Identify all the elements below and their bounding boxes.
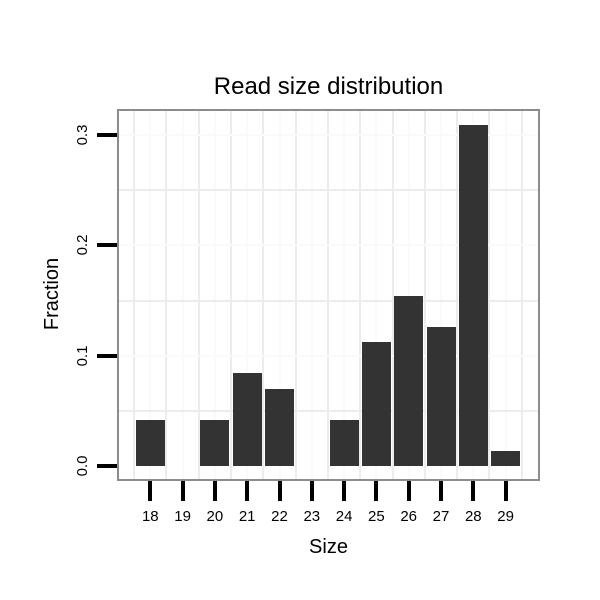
y-tick-label: 0.0	[74, 455, 91, 477]
x-tick-label: 20	[206, 508, 224, 525]
x-tick-mark	[439, 481, 443, 501]
x-tick-label: 28	[464, 508, 482, 525]
gridline-vertical-major	[310, 111, 313, 479]
gridline-vertical-minor	[488, 111, 491, 479]
gridline-vertical-major	[504, 111, 507, 479]
x-tick-label: 21	[238, 508, 256, 525]
x-tick-label: 23	[303, 508, 321, 525]
y-tick-mark	[97, 353, 117, 358]
bar-24	[329, 419, 359, 466]
gridline-vertical-major	[213, 111, 216, 479]
gridline-vertical-minor	[359, 111, 362, 479]
bar-25	[361, 342, 391, 466]
x-tick-mark	[503, 481, 508, 501]
x-tick-label: 25	[368, 508, 385, 525]
bar-28	[458, 125, 488, 466]
gridline-vertical-minor	[326, 111, 329, 479]
gridline-vertical-minor	[165, 111, 168, 479]
y-tick-label: 0.3	[74, 124, 91, 146]
x-tick-label: 29	[497, 508, 514, 525]
gridline-horizontal-minor	[119, 409, 538, 412]
y-tick-mark	[97, 133, 117, 138]
gridline-vertical-minor	[262, 111, 265, 479]
y-tick-mark	[97, 464, 117, 468]
gridline-vertical-major	[407, 111, 410, 479]
gridline-vertical-major	[181, 111, 184, 479]
x-tick-mark	[406, 481, 411, 501]
gridline-horizontal-minor	[119, 189, 538, 192]
bar-22	[265, 388, 294, 466]
gridline-vertical-major	[343, 111, 346, 479]
gridline-horizontal-major	[119, 134, 538, 137]
x-tick-mark	[180, 481, 185, 501]
x-tick-mark	[277, 481, 282, 501]
x-tick-mark	[342, 481, 347, 501]
bar-18	[135, 419, 165, 466]
x-tick-label: 22	[271, 508, 288, 525]
gridline-vertical-minor	[230, 111, 233, 479]
gridline-vertical-major	[440, 111, 442, 479]
gridline-horizontal-minor	[119, 299, 538, 302]
x-tick-label: 19	[174, 508, 191, 525]
gridline-vertical-minor	[520, 111, 523, 479]
bar-29	[491, 450, 521, 466]
gridline-vertical-minor	[423, 111, 426, 479]
gridline-vertical-major	[149, 111, 152, 479]
plot-panel	[117, 109, 540, 481]
x-tick-mark	[471, 481, 476, 501]
x-axis-title: Size	[309, 536, 348, 558]
y-tick-mark	[97, 243, 117, 248]
gridline-vertical-minor	[294, 111, 297, 479]
gridline-vertical-minor	[456, 111, 459, 479]
bar-26	[394, 296, 424, 466]
y-tick-label: 0.1	[74, 345, 91, 367]
gridline-vertical-major	[375, 111, 378, 479]
x-tick-mark	[148, 481, 153, 501]
bar-20	[200, 419, 230, 466]
y-axis-title: Fraction	[41, 257, 63, 331]
gridline-vertical-minor	[133, 111, 136, 479]
chart-title: Read size distribution	[213, 73, 444, 100]
gridline-vertical-major	[278, 111, 281, 479]
x-tick-mark	[374, 481, 379, 501]
gridline-horizontal-major	[119, 244, 538, 247]
gridline-vertical-minor	[197, 111, 200, 479]
gridline-horizontal-major	[119, 354, 538, 357]
bar-27	[426, 327, 456, 466]
x-tick-mark	[212, 481, 217, 501]
x-tick-mark	[245, 481, 250, 501]
gridline-vertical-major	[246, 111, 249, 479]
x-tick-label: 27	[432, 508, 450, 525]
gridline-vertical-minor	[391, 111, 394, 479]
x-tick-label: 18	[141, 508, 159, 525]
x-tick-label: 26	[400, 508, 418, 525]
y-tick-label: 0.2	[74, 234, 91, 256]
x-tick-mark	[309, 481, 314, 501]
x-tick-label: 24	[335, 508, 353, 525]
bar-21	[232, 373, 262, 466]
